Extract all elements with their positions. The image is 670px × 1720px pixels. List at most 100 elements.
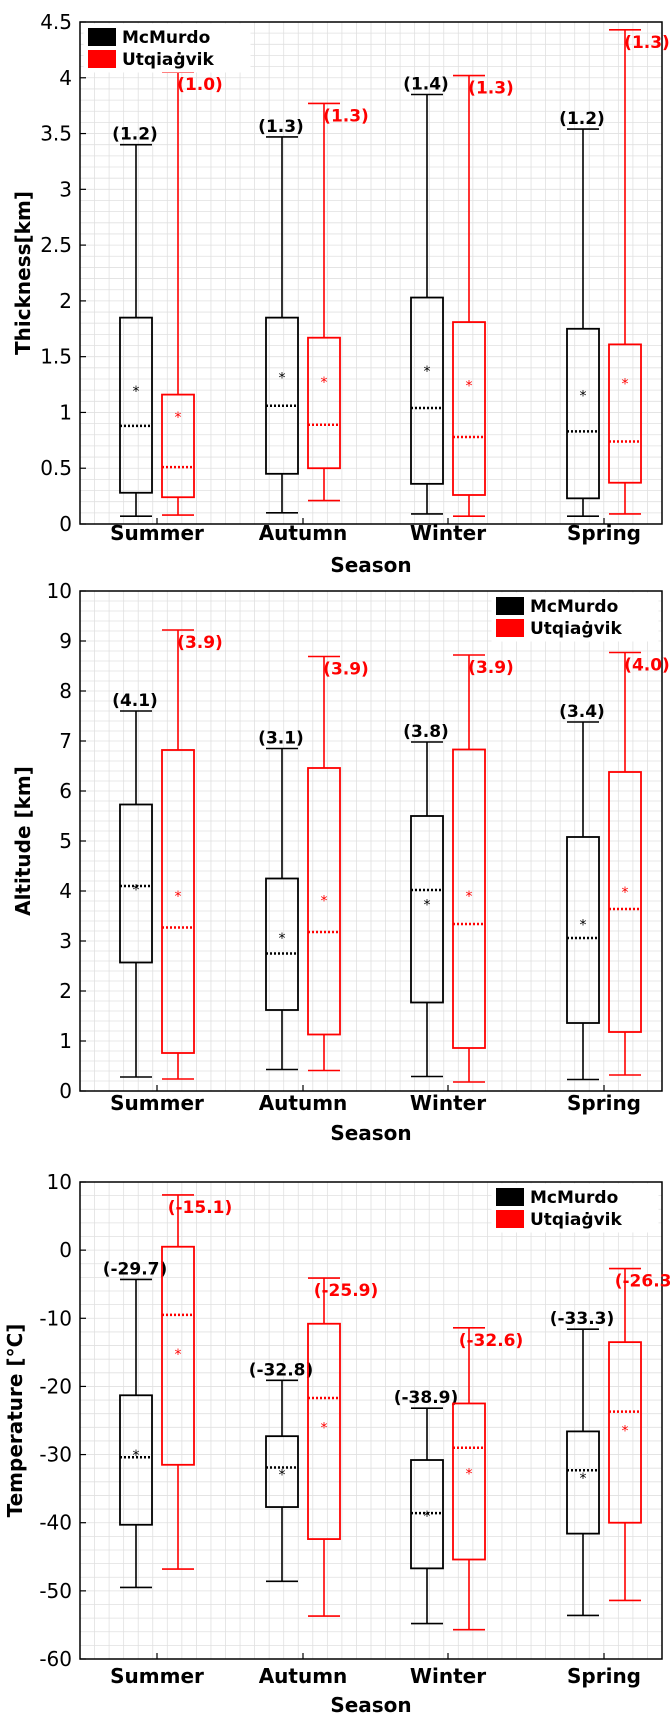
y-tick-label: -50 xyxy=(39,1579,72,1603)
y-tick-label: -10 xyxy=(39,1306,72,1330)
y-tick-label: 9 xyxy=(59,629,72,653)
annotation-label: (1.3) xyxy=(258,117,304,137)
mean-marker: * xyxy=(279,371,286,387)
mean-marker: * xyxy=(321,375,328,391)
iqr-box xyxy=(410,815,444,1004)
y-tick-label: -40 xyxy=(39,1511,72,1535)
box-mcmurdo-winter: * (3.8) xyxy=(403,722,449,1078)
y-axis-title: Temperature [°C] xyxy=(3,1324,27,1518)
annotation-label: (4.1) xyxy=(112,691,158,711)
box-utqiagvik-winter: * (3.9) xyxy=(452,654,514,1083)
box-mcmurdo-summer: * (1.2) xyxy=(112,125,158,517)
annotation-label: (-32.8) xyxy=(249,1360,314,1380)
box-utqiagvik-autumn: * (-25.9) xyxy=(307,1277,379,1617)
x-tick-label: Winter xyxy=(410,1664,486,1688)
annotation-label: (1.2) xyxy=(559,109,605,129)
iqr-box xyxy=(265,877,299,1011)
annotation-label: (-15.1) xyxy=(168,1198,233,1218)
box-mcmurdo-summer: * (-29.7) xyxy=(103,1259,168,1589)
box-utqiagvik-summer: * (3.9) xyxy=(161,629,223,1080)
y-tick-label: 5 xyxy=(59,829,72,853)
annotation-label: (1.2) xyxy=(112,125,158,145)
y-tick-label: 4 xyxy=(59,879,72,903)
legend-swatch-mcmurdo xyxy=(496,1188,524,1206)
legend-label-utqiagvik: Utqiaġvik xyxy=(122,50,214,70)
mean-marker: * xyxy=(175,1347,182,1363)
y-tick-label: 0.5 xyxy=(40,456,72,480)
y-tick-label: 0 xyxy=(59,1079,72,1103)
iqr-box xyxy=(452,1402,486,1561)
box-mcmurdo-spring: * (1.2) xyxy=(559,109,605,517)
y-tick-label: 4.5 xyxy=(40,10,72,34)
mean-marker: * xyxy=(133,1448,140,1464)
box-utqiagvik-spring: * (4.0) xyxy=(608,651,670,1076)
legend-label-utqiagvik: Utqiaġvik xyxy=(530,619,622,639)
y-tick-label: 0 xyxy=(59,1238,72,1262)
grid xyxy=(80,21,662,525)
x-axis-title: Season xyxy=(330,553,411,577)
x-axis-title: Season xyxy=(330,1121,411,1145)
annotation-label: (-25.9) xyxy=(314,1281,379,1301)
iqr-box xyxy=(119,316,153,494)
annotation-label: (3.4) xyxy=(559,702,605,722)
legend-swatch-mcmurdo xyxy=(88,28,116,46)
legend-swatch-mcmurdo xyxy=(496,597,524,615)
y-tick-label: 1 xyxy=(59,400,72,424)
y-tick-label: 3 xyxy=(59,177,72,201)
grid xyxy=(80,1181,662,1660)
y-tick-label: 10 xyxy=(47,1170,72,1194)
mean-marker: * xyxy=(622,376,629,392)
iqr-box xyxy=(307,1322,341,1540)
box-utqiagvik-spring: * (-26.3) xyxy=(608,1267,670,1602)
box-mcmurdo-summer: * (4.1) xyxy=(112,691,158,1078)
box-mcmurdo-autumn: * (-32.8) xyxy=(249,1360,314,1583)
mean-marker: * xyxy=(466,1466,473,1482)
y-tick-label: 2 xyxy=(59,289,72,313)
x-tick-label: Winter xyxy=(410,521,486,545)
annotation-label: (3.1) xyxy=(258,729,304,749)
y-tick-label: -60 xyxy=(39,1647,72,1671)
iqr-box xyxy=(265,1435,299,1508)
box-utqiagvik-summer: * (-15.1) xyxy=(161,1194,233,1570)
y-tick-label: 0 xyxy=(59,512,72,536)
mean-marker: * xyxy=(321,1421,328,1437)
x-tick-label: Spring xyxy=(567,1091,641,1115)
x-axis-title: Season xyxy=(330,1693,411,1717)
annotation-label: (3.8) xyxy=(403,722,449,742)
annotation-label: (-33.3) xyxy=(550,1309,615,1329)
box-mcmurdo-spring: * (3.4) xyxy=(559,702,605,1081)
box-mcmurdo-winter: * (1.4) xyxy=(403,75,449,515)
mean-marker: * xyxy=(424,364,431,380)
iqr-box xyxy=(265,316,299,475)
mean-marker: * xyxy=(279,1468,286,1484)
mean-marker: * xyxy=(580,389,587,405)
y-axis-title: Thickness[km] xyxy=(11,191,35,355)
annotation-label: (-29.7) xyxy=(103,1259,168,1279)
y-tick-label: 1 xyxy=(59,1029,72,1053)
x-tick-label: Summer xyxy=(110,521,204,545)
iqr-box xyxy=(161,749,195,1054)
mean-marker: * xyxy=(466,379,473,395)
iqr-box xyxy=(307,767,341,1036)
annotation-label: (1.4) xyxy=(403,75,449,95)
y-tick-label: 2 xyxy=(59,979,72,1003)
chart-panel-3: -60 -50 -40 -30 -20 -10 0 10 Temperature [°C] Sum… xyxy=(3,1170,670,1717)
y-tick-label: 7 xyxy=(59,729,72,753)
box-utqiagvik-autumn: * (3.9) xyxy=(307,655,369,1072)
legend-swatch-utqiagvik xyxy=(496,1210,524,1228)
box-utqiagvik-summer: * (1.0) xyxy=(161,71,223,516)
y-tick-label: 1.5 xyxy=(40,345,72,369)
y-tick-label: 2.5 xyxy=(40,233,72,257)
annotation-label: (-32.6) xyxy=(459,1331,524,1351)
mean-marker: * xyxy=(279,931,286,947)
legend-label-mcmurdo: McMurdo xyxy=(530,1188,618,1208)
mean-marker: * xyxy=(133,883,140,899)
chart-panel-2: 0 1 2 3 4 5 6 7 8 9 10 Altitude [km] Summer Autumn Win… xyxy=(11,579,670,1145)
iqr-box xyxy=(566,836,600,1024)
y-tick-label: 4 xyxy=(59,66,72,90)
mean-marker: * xyxy=(622,1423,629,1439)
